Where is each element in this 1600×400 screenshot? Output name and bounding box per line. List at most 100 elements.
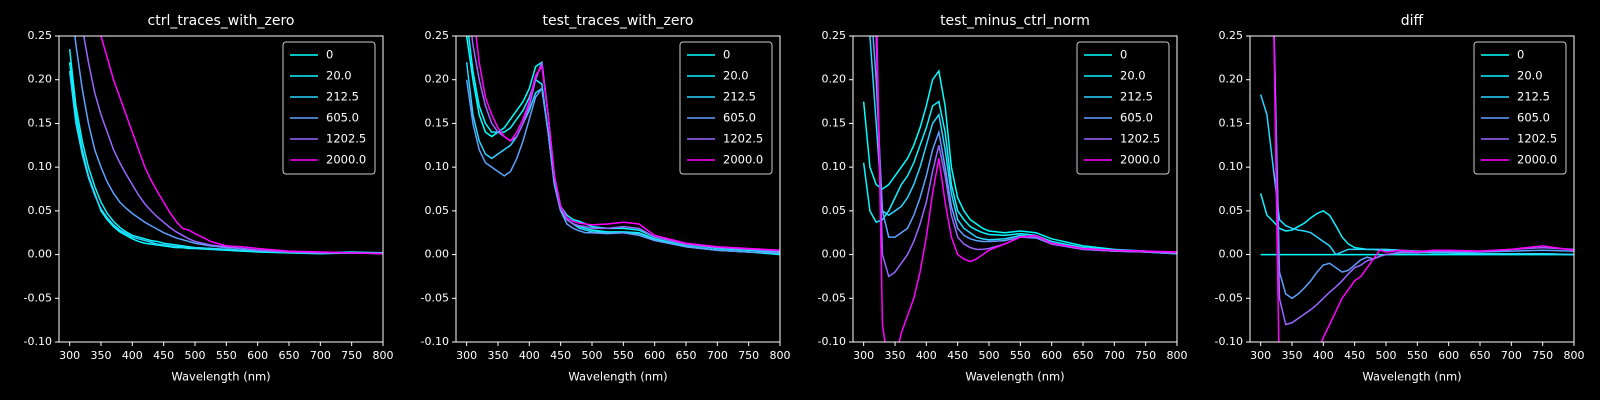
y-tick-label: 0.15: [1219, 116, 1244, 129]
legend-label: 2000.0: [326, 153, 366, 167]
legend-label: 20.0: [723, 69, 749, 83]
y-tick-label: 0.05: [425, 204, 450, 217]
plot-area: [68, 36, 383, 255]
x-tick-label: 500: [978, 349, 999, 362]
x-tick-label: 350: [90, 349, 111, 362]
y-tick-label: 0.05: [28, 204, 53, 217]
x-tick-label: 400: [1313, 349, 1334, 362]
x-tick-label: 550: [613, 349, 634, 362]
legend-label: 20.0: [1120, 69, 1146, 83]
legend: 0 20.0 212.5 605.0 1202.5 2000.0: [679, 41, 773, 175]
legend-label: 1202.5: [1120, 132, 1160, 146]
data-line: [82, 36, 383, 255]
legend-label: 1202.5: [723, 132, 763, 146]
x-tick-label: 650: [1469, 349, 1490, 362]
subplot-title: test_traces_with_zero: [543, 13, 694, 29]
y-tick-label: 0.20: [28, 73, 53, 86]
y-tick-label: -0.10: [818, 335, 846, 348]
y-tick-label: 0.10: [425, 160, 450, 173]
x-tick-label: 300: [456, 349, 477, 362]
legend-label: 0: [1517, 48, 1524, 62]
subplot-title: ctrl_traces_with_zero: [148, 13, 295, 29]
y-tick-label: 0.15: [28, 116, 53, 129]
subplot: test_traces_with_zero Wavelength (nm) -0.1…: [421, 13, 791, 384]
subplot-title: test_minus_ctrl_norm: [940, 13, 1090, 29]
y-tick-label: 0.25: [822, 29, 847, 42]
legend: 0 20.0 212.5 605.0 1202.5 2000.0: [1473, 41, 1567, 175]
x-tick-label: 450: [947, 349, 968, 362]
x-axis-label: Wavelength (nm): [568, 370, 667, 384]
x-tick-label: 500: [1375, 349, 1396, 362]
legend-box: [679, 41, 773, 175]
y-tick-label: 0.10: [28, 160, 53, 173]
legend-label: 605.0: [1517, 111, 1550, 125]
y-tick-label: -0.05: [421, 291, 449, 304]
y-tick-label: -0.10: [24, 335, 52, 348]
x-tick-label: 550: [216, 349, 237, 362]
x-tick-label: 600: [1041, 349, 1062, 362]
x-tick-label: 450: [550, 349, 571, 362]
axes-frame: [455, 35, 781, 343]
data-line: [1273, 36, 1574, 326]
legend-label: 1202.5: [1517, 132, 1557, 146]
x-tick-label: 700: [707, 349, 728, 362]
y-tick-label: -0.10: [421, 335, 449, 348]
x-tick-label: 550: [1010, 349, 1031, 362]
x-tick-label: 700: [1104, 349, 1125, 362]
x-tick-label: 750: [341, 349, 362, 362]
y-tick-label: 0.10: [1219, 160, 1244, 173]
data-line: [876, 36, 1177, 342]
data-line: [875, 36, 1177, 278]
x-tick-label: 300: [1250, 349, 1271, 362]
x-tick-label: 800: [1167, 349, 1188, 362]
axes-frame: [58, 35, 384, 343]
x-tick-label: 400: [122, 349, 143, 362]
x-tick-label: 750: [1532, 349, 1553, 362]
x-tick-label: 500: [184, 349, 205, 362]
legend-label: 0: [1120, 48, 1127, 62]
x-tick-label: 800: [373, 349, 394, 362]
y-tick-label: 0.10: [822, 160, 847, 173]
x-tick-label: 650: [1072, 349, 1093, 362]
x-tick-label: 600: [644, 349, 665, 362]
x-tick-label: 350: [1281, 349, 1302, 362]
x-tick-label: 750: [738, 349, 759, 362]
y-tick-label: 0.00: [822, 248, 847, 261]
data-line: [100, 36, 383, 255]
legend-box: [1076, 41, 1170, 175]
y-tick-label: 0.00: [425, 248, 450, 261]
plot-area: [862, 36, 1177, 342]
subplot: ctrl_traces_with_zero Wavelength (nm) -0.1…: [24, 13, 394, 384]
x-tick-label: 650: [675, 349, 696, 362]
x-tick-label: 800: [1564, 349, 1585, 362]
x-tick-label: 350: [884, 349, 905, 362]
legend-label: 212.5: [1120, 90, 1153, 104]
x-tick-label: 750: [1135, 349, 1156, 362]
subplot-title: diff: [1401, 13, 1424, 29]
plot-area: [465, 36, 780, 256]
data-line: [465, 79, 780, 254]
legend-label: 2000.0: [1517, 153, 1557, 167]
legend: 0 20.0 212.5 605.0 1202.5 2000.0: [1076, 41, 1170, 175]
axes-frame: [852, 35, 1178, 343]
legend-label: 605.0: [723, 111, 756, 125]
x-tick-label: 550: [1407, 349, 1428, 362]
y-tick-label: 0.05: [822, 204, 847, 217]
y-tick-label: -0.05: [24, 291, 52, 304]
x-tick-label: 300: [853, 349, 874, 362]
y-tick-label: 0.00: [1219, 248, 1244, 261]
y-tick-label: 0.25: [1219, 29, 1244, 42]
x-tick-label: 800: [770, 349, 791, 362]
legend-label: 0: [326, 48, 333, 62]
plot-area: [1259, 36, 1574, 342]
y-tick-label: -0.05: [818, 291, 846, 304]
legend-label: 0: [723, 48, 730, 62]
legend-box: [282, 41, 376, 175]
y-tick-label: 0.20: [1219, 73, 1244, 86]
x-tick-label: 350: [487, 349, 508, 362]
x-tick-label: 400: [519, 349, 540, 362]
x-tick-label: 650: [278, 349, 299, 362]
